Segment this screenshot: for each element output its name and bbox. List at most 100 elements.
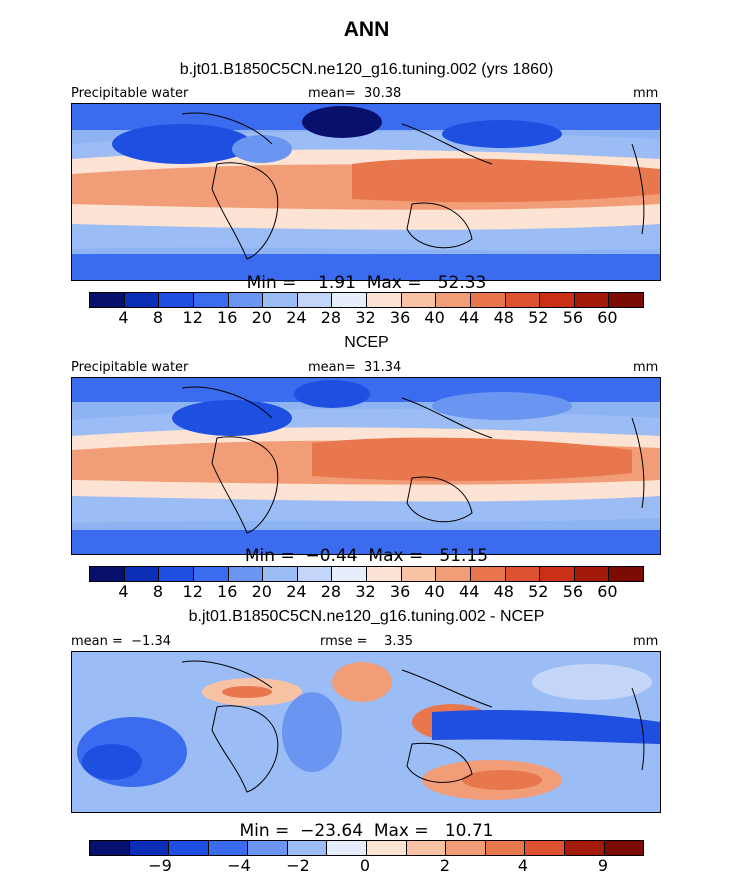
colorbar-swatch (263, 293, 298, 307)
colorbar-swatch (446, 841, 486, 855)
panel-difference-colorbar (89, 840, 644, 856)
colorbar-tick-label: 8 (152, 308, 164, 327)
panel-difference-colorbar-ticks: −9 −4 −2 0 2 4 9 (89, 856, 644, 876)
page-title: ANN (343, 18, 390, 41)
colorbar-swatch (124, 293, 160, 307)
panel-model-subtitle: b.jt01.B1850C5CN.ne120_g16.tuning.002 (y… (179, 61, 554, 78)
colorbar-swatch (193, 567, 229, 581)
panel-model-units-label: mm (633, 86, 659, 101)
colorbar-swatch (604, 841, 644, 855)
colorbar-tick-label: 32 (355, 308, 376, 327)
colorbar-swatch (297, 293, 333, 307)
colorbar-tick-label: 60 (597, 308, 618, 327)
panel-difference-subtitle: b.jt01.B1850C5CN.ne120_g16.tuning.002 - … (188, 608, 545, 625)
colorbar-tick-label: 32 (355, 582, 376, 601)
panel-model-map (71, 103, 661, 281)
colorbar-swatch (564, 841, 605, 855)
colorbar-tick-label: 24 (286, 582, 307, 601)
colorbar-tick-label: 48 (493, 582, 514, 601)
colorbar-swatch (228, 293, 264, 307)
colorbar-tick-label: 20 (251, 308, 272, 327)
colorbar-swatch (90, 841, 130, 855)
colorbar-tick-label: 4 (118, 582, 129, 601)
colorbar-tick-label: 56 (562, 308, 584, 327)
panel-ncep-mean-label: mean= 31.34 (308, 360, 402, 375)
panel-difference-units-label: mm (633, 634, 659, 649)
panel-difference-rmse-label: rmse = 3.35 (320, 634, 414, 649)
colorbar-swatch (485, 841, 526, 855)
panel-difference-minmax: Min = −23.64 Max = 10.71 (239, 821, 494, 841)
colorbar-swatch (401, 293, 437, 307)
panel-ncep-map (71, 377, 661, 555)
colorbar-tick-label: 44 (459, 582, 480, 601)
panel-difference-map (71, 651, 661, 813)
colorbar-tick-label: 12 (182, 308, 203, 327)
colorbar-swatch (159, 293, 194, 307)
panel-model-colorbar (89, 292, 644, 308)
colorbar-swatch (540, 293, 575, 307)
panel-ncep-units-label: mm (633, 360, 659, 375)
colorbar-swatch (332, 293, 367, 307)
colorbar-tick-label: 52 (528, 308, 549, 327)
colorbar-swatch (90, 293, 125, 307)
colorbar-tick-label: 28 (320, 308, 342, 327)
panel-model-mean-label: mean= 30.38 (308, 86, 402, 101)
colorbar-swatch (367, 293, 402, 307)
colorbar-tick-label: 16 (217, 582, 238, 601)
colorbar-swatch (505, 567, 541, 581)
colorbar-swatch (248, 841, 288, 855)
panel-ncep-subtitle: NCEP (344, 334, 389, 351)
colorbar-swatch (124, 567, 160, 581)
colorbar-swatch (90, 567, 125, 581)
colorbar-swatch (436, 293, 471, 307)
colorbar-swatch (436, 567, 471, 581)
colorbar-tick-label: 36 (389, 308, 411, 327)
colorbar-swatch (327, 841, 368, 855)
panel-ncep-minmax: Min = −0.44 Max = 51.15 (244, 546, 489, 566)
panel-model-minmax: Min = 1.91 Max = 52.33 (246, 273, 487, 293)
colorbar-tick-label: 8 (152, 582, 164, 601)
colorbar-swatch (297, 567, 333, 581)
colorbar-tick-label: 0 (359, 856, 371, 875)
colorbar-swatch (228, 567, 264, 581)
colorbar-swatch (367, 841, 407, 855)
colorbar-tick-label: 9 (597, 856, 609, 875)
colorbar-swatch (540, 567, 575, 581)
colorbar-tick-label: 44 (459, 308, 480, 327)
colorbar-swatch (525, 841, 565, 855)
colorbar-tick-label: 36 (389, 582, 411, 601)
colorbar-swatch (406, 841, 447, 855)
panel-ncep-colorbar (89, 566, 644, 582)
panel-ncep-variable-label: Precipitable water (71, 360, 189, 375)
colorbar-swatch (367, 567, 402, 581)
colorbar-swatch (470, 293, 506, 307)
colorbar-tick-label: 4 (517, 856, 529, 875)
colorbar-swatch (263, 567, 298, 581)
colorbar-swatch (505, 293, 541, 307)
colorbar-tick-label: −4 (227, 856, 251, 875)
colorbar-swatch (159, 567, 194, 581)
precipitable-water-difference-map (72, 652, 660, 812)
colorbar-tick-label: 52 (528, 582, 549, 601)
panel-ncep-colorbar-ticks: 4 8 12 16 20 24 28 32 36 40 44 48 52 56 … (89, 582, 644, 602)
colorbar-swatch (332, 567, 367, 581)
colorbar-tick-label: 12 (182, 582, 203, 601)
colorbar-swatch (470, 567, 506, 581)
colorbar-tick-label: 40 (424, 582, 445, 601)
colorbar-swatch (287, 841, 328, 855)
colorbar-swatch (609, 293, 643, 307)
colorbar-swatch (208, 841, 249, 855)
panel-difference-mean-label: mean = −1.34 (71, 634, 171, 649)
colorbar-tick-label: 56 (562, 582, 584, 601)
colorbar-tick-label: 24 (286, 308, 307, 327)
colorbar-tick-label: 16 (217, 308, 238, 327)
precipitable-water-model-map (72, 104, 660, 280)
panel-model-colorbar-ticks: 4 8 12 16 20 24 28 32 36 40 44 48 52 56 … (89, 308, 644, 328)
colorbar-swatch (574, 567, 610, 581)
colorbar-tick-label: 60 (597, 582, 618, 601)
colorbar-tick-label: 28 (320, 582, 342, 601)
colorbar-swatch (401, 567, 437, 581)
colorbar-swatch (169, 841, 209, 855)
colorbar-tick-label: 48 (493, 308, 514, 327)
colorbar-swatch (609, 567, 643, 581)
